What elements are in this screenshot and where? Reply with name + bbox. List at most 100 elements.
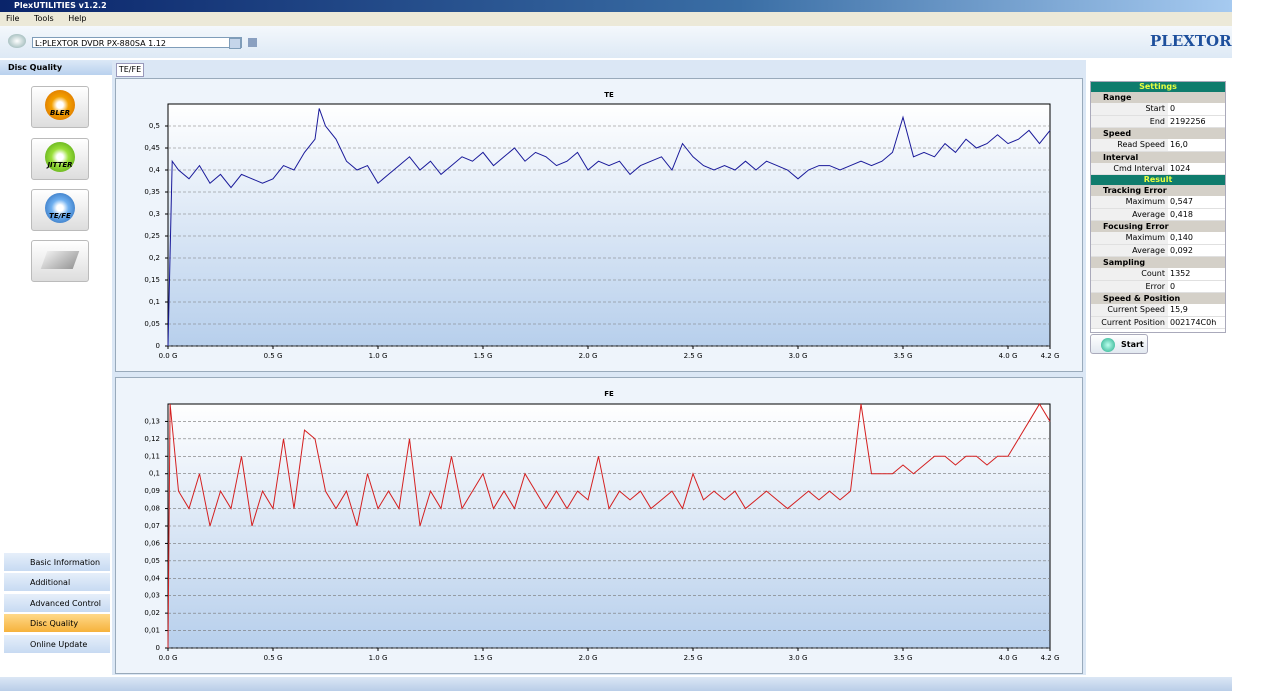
x-tick-label: 3.0 G	[789, 352, 808, 360]
result-header: Result	[1091, 175, 1225, 185]
plot-area	[167, 103, 1051, 347]
y-tick-label: 0,07	[144, 522, 160, 530]
menu-item[interactable]: File	[6, 14, 20, 23]
x-tick-label: 4.0 G	[999, 654, 1018, 662]
drive-icon	[8, 34, 26, 48]
y-tick-label: 0,05	[144, 557, 160, 565]
tab[interactable]: TE/FE	[116, 63, 144, 77]
property-row: Error 0	[1091, 280, 1225, 293]
start-label: Start	[1121, 340, 1144, 349]
disc-icon	[45, 142, 75, 172]
property-key: Current Position	[1091, 316, 1168, 328]
x-tick-label: 2.0 G	[579, 654, 598, 662]
y-tick-label: 0,05	[144, 320, 160, 328]
property-row: Read Speed 16,0	[1091, 139, 1225, 152]
test-label: BLER	[50, 109, 70, 117]
property-row: Cmd Interval 1024	[1091, 162, 1225, 175]
y-tick-label: 0,12	[144, 435, 160, 443]
disc-icon	[45, 193, 75, 223]
property-value: 1352	[1170, 269, 1191, 278]
nav-item[interactable]: Additional Information	[4, 572, 110, 606]
y-tick-label: 0,02	[144, 609, 160, 617]
property-value: 0,092	[1170, 245, 1193, 255]
y-tick-label: 0,45	[144, 144, 160, 152]
section-header: Interval	[1091, 151, 1225, 163]
menu-item[interactable]: Tools	[33, 14, 54, 23]
section-header: Range	[1091, 92, 1225, 103]
x-tick-label: 4.0 G	[999, 352, 1018, 360]
start-icon	[1101, 338, 1115, 352]
section-header: Speed	[1091, 128, 1225, 139]
y-tick-label: 0	[156, 342, 160, 350]
y-tick-label: 0,03	[144, 592, 160, 600]
property-value: 002174C0h	[1170, 317, 1217, 327]
nav-item[interactable]: Online Update	[4, 634, 110, 653]
property-value: 0,418	[1170, 209, 1193, 219]
x-tick-label: 1.5 G	[474, 654, 493, 662]
y-tick-label: 0,06	[144, 539, 160, 547]
chart-title: FE	[604, 390, 614, 398]
x-tick-label: 0.5 G	[264, 352, 283, 360]
property-row: Average 0,092	[1091, 244, 1225, 257]
menu-item[interactable]: Help	[68, 14, 87, 23]
property-key: Current Speed	[1091, 304, 1168, 316]
property-row: Maximum 0,547	[1091, 196, 1225, 209]
title-bar: PlexUTILITIES v1.2.2	[0, 0, 1232, 12]
nav-item[interactable]: Advanced Control	[4, 593, 110, 612]
y-tick-label: 0,11	[144, 452, 160, 460]
property-value: 0	[1170, 104, 1176, 113]
y-tick-label: 0,09	[144, 487, 160, 495]
property-row: End 2192256	[1091, 115, 1225, 128]
x-tick-label: 4.2 G	[1041, 654, 1060, 662]
property-value: 0,140	[1170, 233, 1193, 242]
test-button[interactable]: BLER	[31, 86, 89, 128]
property-row: Maximum 0,140	[1091, 232, 1225, 245]
nav-item[interactable]: Disc Quality	[4, 613, 110, 632]
test-button[interactable]: TE/FE	[31, 189, 89, 231]
property-key: Read Speed	[1091, 139, 1168, 151]
y-tick-label: 0,5	[149, 122, 160, 130]
property-row: Start 0	[1091, 103, 1225, 116]
x-tick-label: 1.0 G	[369, 352, 388, 360]
toolbar: L:PLEXTOR DVDR PX-880SA 1.12 PLEXTOR	[0, 26, 1232, 58]
x-tick-label: 2.5 G	[684, 654, 703, 662]
x-tick-label: 3.5 G	[894, 352, 913, 360]
property-key: Maximum	[1091, 196, 1168, 208]
property-key: Average	[1091, 208, 1168, 220]
x-tick-label: 4.2 G	[1041, 352, 1060, 360]
x-tick-label: 3.5 G	[894, 654, 913, 662]
y-tick-label: 0,1	[149, 470, 160, 478]
x-tick-label: 0.0 G	[159, 654, 178, 662]
nav-item[interactable]: Basic Information	[4, 552, 110, 571]
section-header: Focusing Error	[1091, 221, 1225, 232]
x-tick-label: 0.5 G	[264, 654, 283, 662]
y-tick-label: 0,2	[149, 254, 160, 262]
y-tick-label: 0,08	[144, 505, 160, 513]
dropdown-button[interactable]	[229, 38, 241, 49]
start-button[interactable]: Start	[1090, 334, 1148, 354]
test-button[interactable]: JITTER	[31, 138, 89, 180]
y-tick-label: 0,25	[144, 232, 160, 240]
y-tick-label: 0,13	[144, 417, 160, 425]
x-tick-label: 0.0 G	[159, 352, 178, 360]
property-key: Cmd Interval	[1091, 162, 1168, 174]
property-key: Average	[1091, 244, 1168, 256]
property-value: 16,0	[1170, 140, 1188, 149]
chart-title: TE	[604, 91, 614, 99]
y-tick-label: 0,01	[144, 627, 160, 635]
property-value: 15,9	[1170, 305, 1188, 314]
tool-button[interactable]	[31, 240, 89, 282]
y-tick-label: 0,35	[144, 188, 160, 196]
settings-header: Settings	[1091, 82, 1225, 92]
property-value: 0	[1170, 281, 1176, 291]
drive-image	[40, 251, 80, 269]
property-row: Count 1352	[1091, 268, 1225, 281]
sidebar: Disc Quality BLER JITTER TE/FE Basic Inf…	[0, 60, 113, 675]
property-value: 0,547	[1170, 197, 1193, 206]
y-tick-label: 0,4	[149, 166, 161, 174]
save-button[interactable]	[248, 38, 257, 47]
drive-select[interactable]: L:PLEXTOR DVDR PX-880SA 1.12	[32, 37, 242, 48]
y-tick-label: 0,3	[149, 210, 160, 218]
x-tick-label: 2.5 G	[684, 352, 703, 360]
property-value: 2192256	[1170, 116, 1206, 126]
